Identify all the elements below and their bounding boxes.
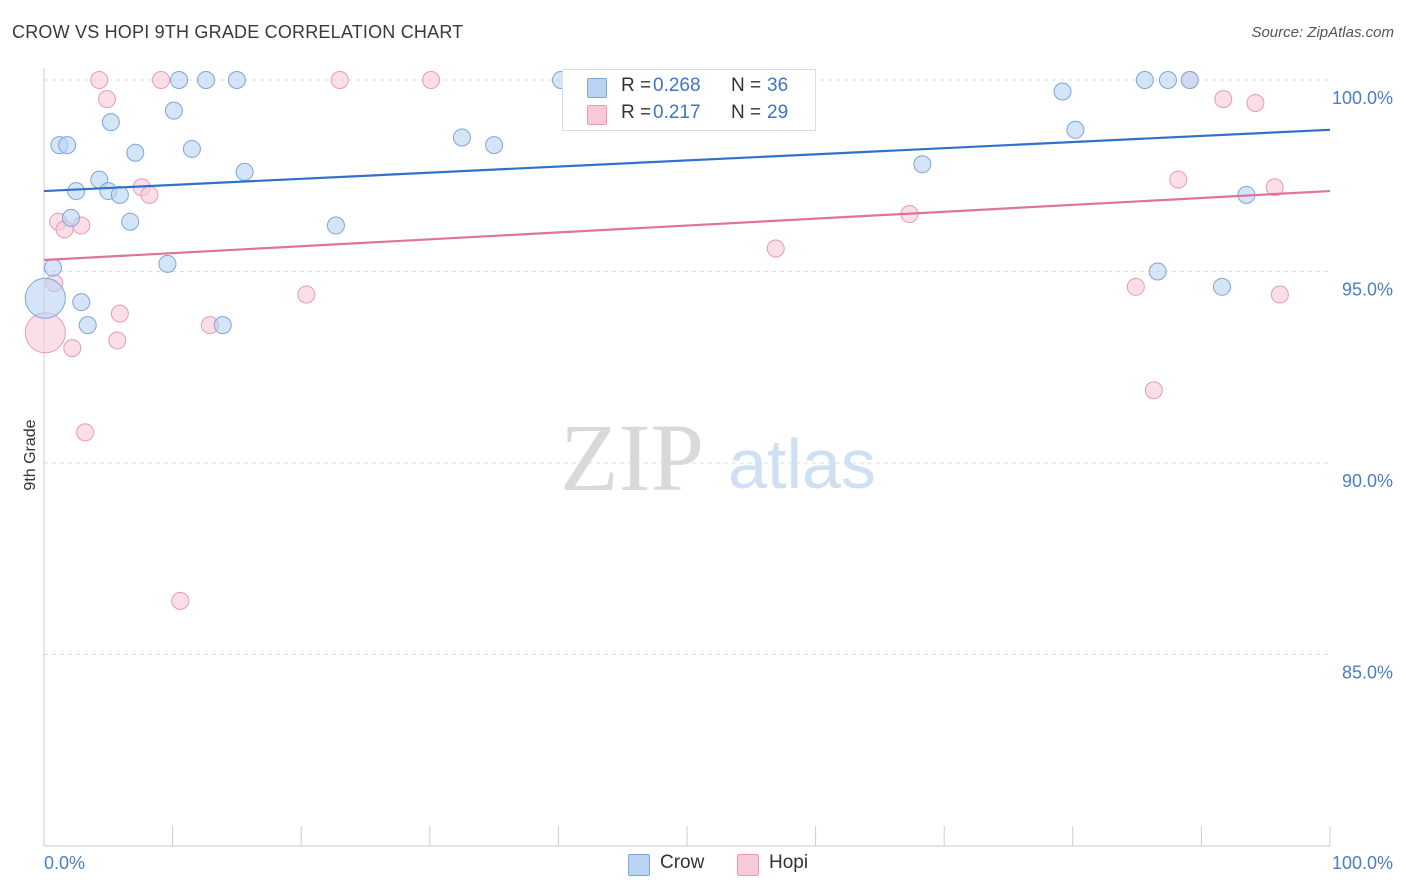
crow-point [72, 293, 91, 312]
crow-point [126, 143, 145, 162]
crow-point [78, 316, 97, 335]
crow-point [1053, 82, 1072, 101]
y-tick-labels: 85.0% 90.0% 95.0% 100.0% [1332, 88, 1393, 683]
y-axis-label: 9th Grade [22, 419, 39, 490]
crow-point [164, 101, 183, 120]
crow-point [67, 182, 86, 201]
crow-r-value: 0.268 [653, 75, 701, 96]
crow-point [58, 136, 77, 155]
crow-point [1180, 71, 1199, 89]
bottom-hopi-swatch [737, 854, 759, 876]
crow-point [1135, 71, 1154, 89]
chart-title: CROW VS HOPI 9TH GRADE CORRELATION CHART [12, 22, 464, 42]
hopi-r-label: R = [621, 102, 652, 123]
hopi-point [1169, 170, 1188, 189]
crow-point [913, 155, 932, 174]
trend-lines [43, 128, 1331, 262]
crow-point [213, 316, 232, 335]
crow-point [158, 254, 177, 273]
hopi-point [76, 423, 95, 442]
hopi-point [98, 90, 117, 109]
y-tick-label: 95.0% [1342, 280, 1393, 300]
hopi-point [297, 285, 316, 304]
hopi-point [766, 239, 785, 258]
hopi-point [1126, 277, 1145, 296]
crow-point [197, 71, 216, 89]
crow-point [44, 258, 63, 277]
hopi-point [90, 71, 109, 89]
crow-point [1158, 71, 1177, 89]
bottom-crow-label: Crow [660, 852, 705, 873]
crow-point [1066, 120, 1085, 139]
y-tick-label: 100.0% [1332, 88, 1393, 108]
bottom-crow-swatch [628, 854, 650, 876]
hopi-point [1144, 381, 1163, 400]
crow-n-label: N = [731, 75, 762, 96]
hopi-point [108, 331, 127, 350]
hopi-n-value: 29 [767, 102, 789, 123]
x-ticks [43, 826, 1331, 846]
crow-point [1212, 277, 1231, 296]
hopi-swatch [587, 105, 607, 125]
hopi-point [140, 185, 159, 204]
y-tick-label: 90.0% [1342, 471, 1393, 491]
hopi-series [24, 71, 1289, 610]
hopi-trend-line [43, 189, 1331, 262]
crow-trend-line [43, 128, 1331, 193]
crow-point [110, 185, 129, 204]
hopi-point [422, 71, 441, 89]
crow-n-value: 36 [767, 75, 789, 96]
crow-point [170, 71, 189, 89]
correlation-legend: R = 0.268 N = 36 R = 0.217 N = 29 [562, 69, 816, 131]
crow-series [24, 71, 1256, 335]
crow-point [326, 216, 345, 235]
hopi-point [330, 71, 349, 89]
crow-point [1148, 262, 1167, 281]
hopi-point [110, 304, 129, 323]
hopi-point [63, 339, 82, 358]
hopi-point [1214, 90, 1233, 109]
crow-point [485, 136, 504, 155]
hopi-point [152, 71, 171, 89]
crow-point [101, 113, 120, 132]
watermark-zip: ZIP [560, 404, 704, 511]
crow-point [121, 212, 140, 231]
crow-point [24, 277, 66, 319]
y-tick-label: 85.0% [1342, 663, 1393, 683]
crow-swatch [587, 78, 607, 98]
crow-point [452, 128, 471, 147]
bottom-hopi-label: Hopi [769, 852, 809, 873]
hopi-point [171, 591, 190, 610]
hopi-point [1270, 285, 1289, 304]
x-tick-label-max: 100.0% [1332, 853, 1393, 873]
crow-point [227, 71, 246, 89]
crow-point [235, 162, 254, 181]
hopi-point [1246, 93, 1265, 112]
x-tick-label-min: 0.0% [44, 853, 85, 873]
crow-point [182, 139, 201, 158]
grid-lines [44, 79, 1330, 655]
hopi-r-value: 0.217 [653, 102, 701, 123]
crow-point [62, 208, 81, 227]
crow-r-label: R = [621, 75, 652, 96]
watermark-atlas: atlas [728, 425, 876, 503]
hopi-point [1265, 178, 1284, 197]
source-label: Source: ZipAtlas.com [1251, 24, 1394, 41]
watermark: ZIP atlas [560, 404, 876, 511]
hopi-n-label: N = [731, 102, 762, 123]
